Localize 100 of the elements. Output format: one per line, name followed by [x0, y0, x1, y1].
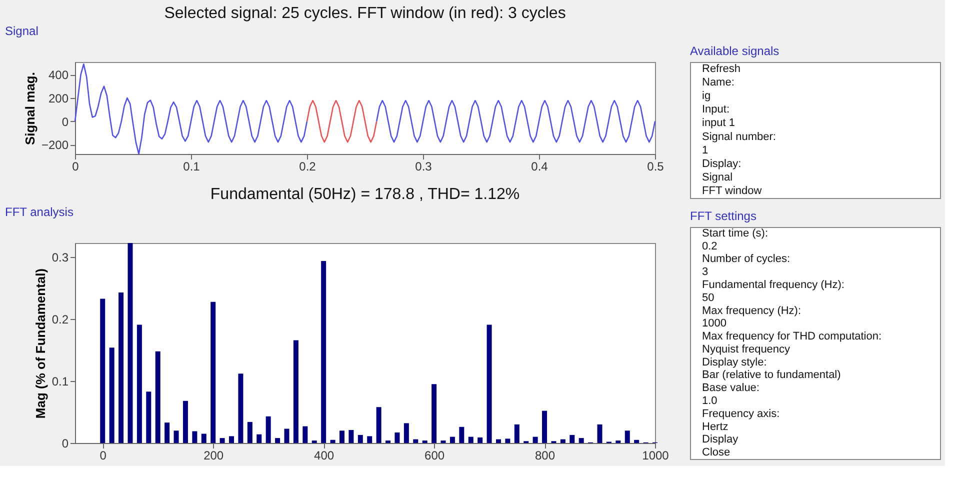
text: Display style:	[702, 356, 767, 368]
x-tick-label: 200	[204, 448, 224, 462]
y-tick-label: 0.3	[52, 250, 69, 265]
y-tick-label: 200	[48, 91, 69, 106]
bar	[450, 436, 455, 443]
bar	[164, 422, 170, 443]
bar	[542, 410, 548, 443]
text: Display	[702, 434, 739, 446]
bar	[247, 422, 252, 443]
text: 50	[702, 292, 714, 304]
bar	[413, 439, 418, 443]
text: Start time (s):	[702, 227, 768, 240]
text: Input:	[702, 104, 730, 116]
bar	[367, 436, 372, 443]
bar	[459, 426, 464, 443]
chart-title: Fundamental (50Hz) = 178.8 , THD= 1.12%	[210, 186, 520, 203]
bar	[432, 384, 437, 443]
bar	[578, 438, 584, 443]
bar	[284, 428, 290, 443]
y-tick-label: 400	[48, 68, 69, 82]
bar	[404, 423, 409, 443]
bar	[570, 434, 575, 443]
text: ig	[702, 90, 711, 102]
bar	[560, 439, 566, 443]
text: Close	[702, 446, 730, 459]
bar	[266, 416, 271, 443]
bar	[220, 438, 225, 443]
bar	[330, 440, 336, 443]
text: Max frequency for THD computation:	[702, 330, 882, 343]
text: Frequency axis:	[702, 408, 780, 420]
text: Bar (relative to fundamental)	[702, 369, 841, 382]
bar	[348, 430, 354, 443]
line-series	[306, 100, 378, 143]
y-axis-title: Mag (% of Fundamental)	[32, 268, 48, 419]
bar	[182, 400, 188, 443]
text: 1.0	[702, 395, 718, 407]
text: 3	[702, 266, 708, 278]
bar	[394, 432, 400, 443]
bar	[238, 374, 244, 443]
y-tick-label: 0	[62, 436, 69, 450]
y-tick-label: 0.2	[52, 312, 69, 327]
bar	[496, 439, 501, 443]
text: Signal number:	[702, 130, 776, 143]
bar	[634, 440, 640, 443]
text: Display:	[702, 158, 742, 170]
bar	[136, 324, 142, 443]
text: 1000	[702, 318, 726, 330]
line-series	[376, 100, 656, 143]
x-tick-label: 0.3	[415, 160, 432, 174]
bar	[100, 298, 106, 443]
text: 0.2	[702, 240, 718, 252]
bar	[118, 292, 124, 443]
x-tick-label: 400	[314, 448, 334, 462]
text: Available signals	[690, 44, 780, 58]
bar	[358, 434, 363, 443]
x-tick-label: 0.2	[299, 160, 316, 174]
bar	[174, 430, 179, 443]
text: Refresh	[702, 62, 741, 75]
x-tick-label: 0	[72, 160, 80, 174]
bar	[376, 407, 382, 443]
text: Signal	[702, 172, 733, 184]
bar	[201, 434, 206, 443]
text: Nyquist frequency	[702, 343, 791, 356]
bar	[229, 436, 234, 443]
bar	[210, 302, 216, 443]
x-tick-label: 0	[100, 448, 107, 462]
bar	[256, 434, 262, 443]
text: FFT settings	[690, 209, 756, 223]
text: input 1	[702, 117, 736, 130]
bar	[505, 438, 510, 443]
line-series	[74, 63, 308, 155]
y-tick-label: −200	[41, 138, 69, 152]
text: Max frequency (Hz):	[702, 304, 802, 317]
text: Hertz	[702, 420, 728, 433]
bar	[302, 426, 308, 443]
bar	[514, 424, 520, 443]
text: 1	[702, 144, 708, 156]
x-tick-label: 800	[535, 448, 556, 462]
bar	[321, 260, 326, 443]
bar	[109, 348, 114, 443]
text: Fundamental frequency (Hz):	[702, 279, 844, 291]
x-tick-label: 0.4	[531, 160, 548, 174]
x-tick-label: 600	[424, 448, 445, 462]
x-tick-label: 0.5	[647, 160, 664, 174]
bar	[624, 430, 630, 443]
chart-title: Selected signal: 25 cycles. FFT window (in red): 3 cycles	[164, 5, 566, 22]
bar	[468, 436, 474, 443]
text: Signal	[5, 24, 38, 38]
x-tick-label: 0.1	[183, 160, 200, 174]
text: FFT window	[702, 185, 762, 198]
y-axis-title: Signal mag.	[22, 72, 38, 145]
text: FFT analysis	[5, 205, 74, 219]
text: Name:	[702, 76, 734, 88]
bar	[293, 340, 298, 443]
bar	[597, 424, 602, 443]
bar	[155, 351, 160, 443]
x-tick-label: 1000	[642, 448, 670, 462]
bar	[275, 438, 280, 443]
bar	[478, 437, 483, 443]
bar	[128, 243, 133, 443]
